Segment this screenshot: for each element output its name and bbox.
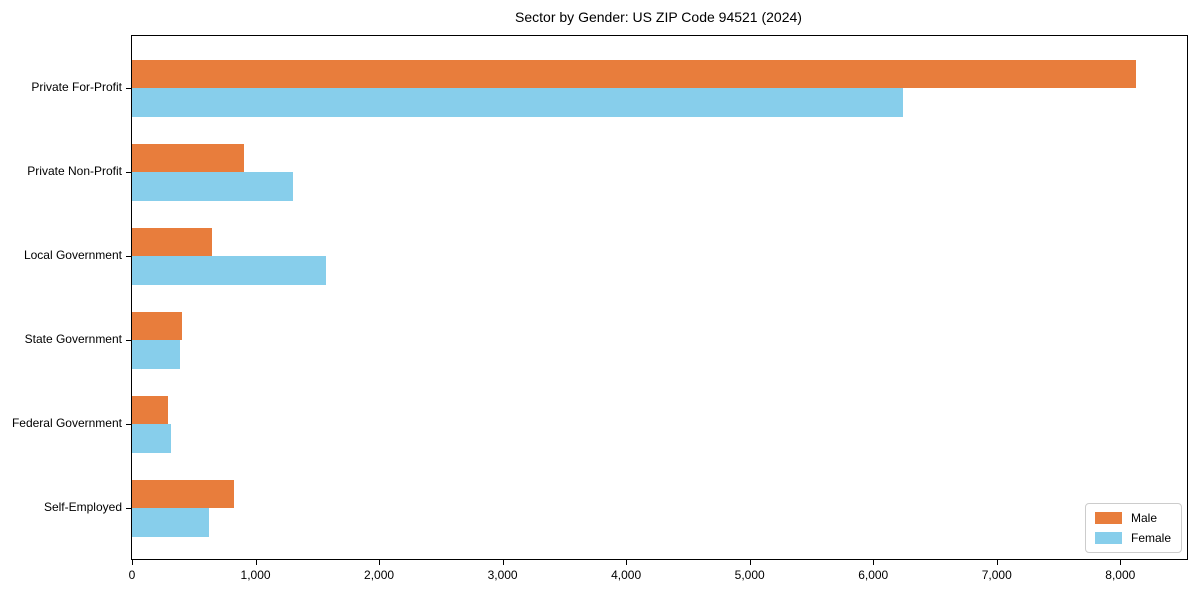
bar-male-federal-government <box>132 395 168 424</box>
bar-male-private-for-profit <box>132 59 1137 88</box>
bar-male-self-employed <box>132 479 234 508</box>
x-tick-label-0: 0 <box>128 568 136 582</box>
bar-female-private-for-profit <box>132 88 903 117</box>
bar-female-private-non-profit <box>132 172 293 201</box>
x-tick-label-1000: 1,000 <box>240 568 271 582</box>
legend-label-male: Male <box>1130 511 1157 525</box>
x-tick-mark <box>873 560 875 565</box>
y-tick-label-local-government: Local Government <box>23 248 122 262</box>
y-tick-label-self-employed: Self-Employed <box>43 500 122 514</box>
legend-entry-female: Female <box>1094 531 1171 545</box>
x-tick-mark <box>379 560 381 565</box>
y-tick-label-private-non-profit: Private Non-Profit <box>27 164 122 178</box>
x-tick-label-5000: 5,000 <box>734 568 765 582</box>
plot-area: Private For-Profit Private Non-Profit Loca… <box>12 35 1188 582</box>
y-tick-mark <box>126 88 131 89</box>
x-tick-mark <box>626 560 628 565</box>
bar-female-local-government <box>132 256 326 285</box>
x-tick-mark <box>255 560 257 565</box>
y-tick-mark <box>126 172 131 173</box>
x-tick-label-2000: 2,000 <box>364 568 395 582</box>
x-tick-label-8000: 8,000 <box>1105 568 1136 582</box>
bar-male-private-non-profit <box>132 143 244 172</box>
x-tick-label-3000: 3,000 <box>487 568 518 582</box>
x-tick-mark <box>749 560 751 565</box>
y-tick-label-state-government: State Government <box>24 332 122 346</box>
legend-entry-male: Male <box>1094 511 1171 525</box>
y-tick-mark <box>126 508 131 509</box>
y-tick-label-federal-government: Federal Government <box>11 416 122 430</box>
bar-male-state-government <box>132 311 183 340</box>
legend-swatch-female <box>1094 532 1122 544</box>
y-tick-mark <box>126 424 131 425</box>
bar-male-local-government <box>132 227 213 256</box>
legend: Male Female <box>1084 503 1182 553</box>
x-tick-mark <box>132 560 133 565</box>
x-tick-label-6000: 6,000 <box>858 568 889 582</box>
y-tick-mark <box>126 256 131 257</box>
legend-label-female: Female <box>1130 531 1171 545</box>
x-tick-mark <box>996 560 998 565</box>
x-tick-label-7000: 7,000 <box>981 568 1012 582</box>
legend-swatch-male <box>1094 512 1122 524</box>
chart-title: Sector by Gender: US ZIP Code 94521 (202… <box>515 9 802 25</box>
y-tick-label-private-for-profit: Private For-Profit <box>31 80 122 94</box>
x-tick-label-4000: 4,000 <box>611 568 642 582</box>
y-tick-mark <box>126 340 131 341</box>
bar-female-state-government <box>132 340 181 369</box>
x-tick-mark <box>1120 560 1122 565</box>
x-tick-mark <box>502 560 504 565</box>
bar-female-self-employed <box>132 508 209 537</box>
bar-female-federal-government <box>132 424 171 453</box>
